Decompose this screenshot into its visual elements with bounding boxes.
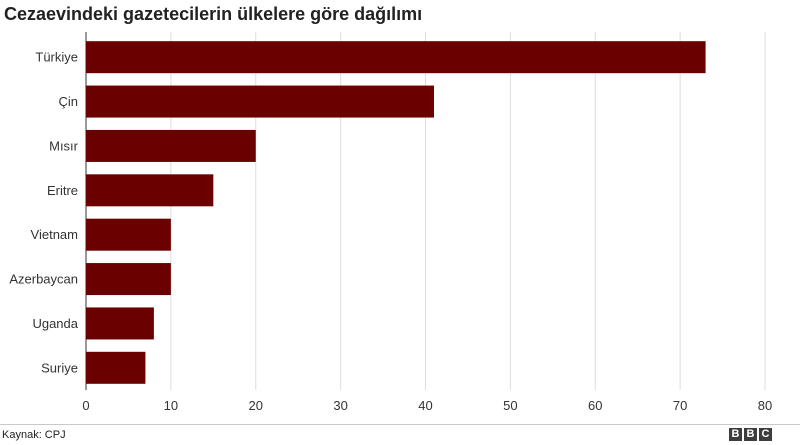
logo-letter: C (759, 428, 772, 441)
bbc-logo: B B C (729, 428, 772, 441)
category-label: Eritre (47, 183, 78, 198)
category-label: Çin (58, 94, 78, 109)
footer-divider (0, 424, 800, 425)
bar (86, 307, 154, 340)
x-tick-label: 10 (164, 398, 178, 413)
bar (86, 263, 171, 296)
bar (86, 85, 434, 118)
category-label: Vietnam (31, 227, 78, 242)
x-tick-label: 80 (758, 398, 772, 413)
bar (86, 129, 256, 162)
bar (86, 351, 146, 384)
x-tick-labels: 0 10 20 30 40 50 60 70 80 (82, 398, 772, 413)
x-tick-label: 0 (82, 398, 89, 413)
logo-letter: B (744, 428, 757, 441)
bar-chart: Türkiye Çin Mısır Eritre Vietnam Azerbaycan Ug… (9, 32, 772, 413)
bar (86, 41, 706, 74)
x-tick-label: 50 (503, 398, 517, 413)
x-tick-label: 30 (333, 398, 347, 413)
source-note: Kaynak: CPJ (2, 429, 66, 441)
category-label: Uganda (32, 316, 78, 331)
category-labels: Türkiye Çin Mısır Eritre Vietnam Azerbaycan Ug… (9, 50, 78, 376)
grid-lines (85, 32, 766, 390)
category-label: Suriye (41, 360, 78, 375)
bars (86, 41, 706, 384)
category-label: Türkiye (35, 50, 78, 65)
bar (86, 174, 214, 207)
category-label: Mısır (49, 138, 79, 153)
chart-title: Cezaevindeki gazetecilerin ülkelere göre… (4, 4, 423, 24)
category-label: Azerbaycan (9, 272, 78, 287)
x-tick-label: 60 (588, 398, 602, 413)
x-tick-label: 40 (418, 398, 432, 413)
logo-letter: B (729, 428, 742, 441)
x-tick-label: 20 (249, 398, 263, 413)
x-tick-label: 70 (673, 398, 687, 413)
bar (86, 218, 171, 251)
